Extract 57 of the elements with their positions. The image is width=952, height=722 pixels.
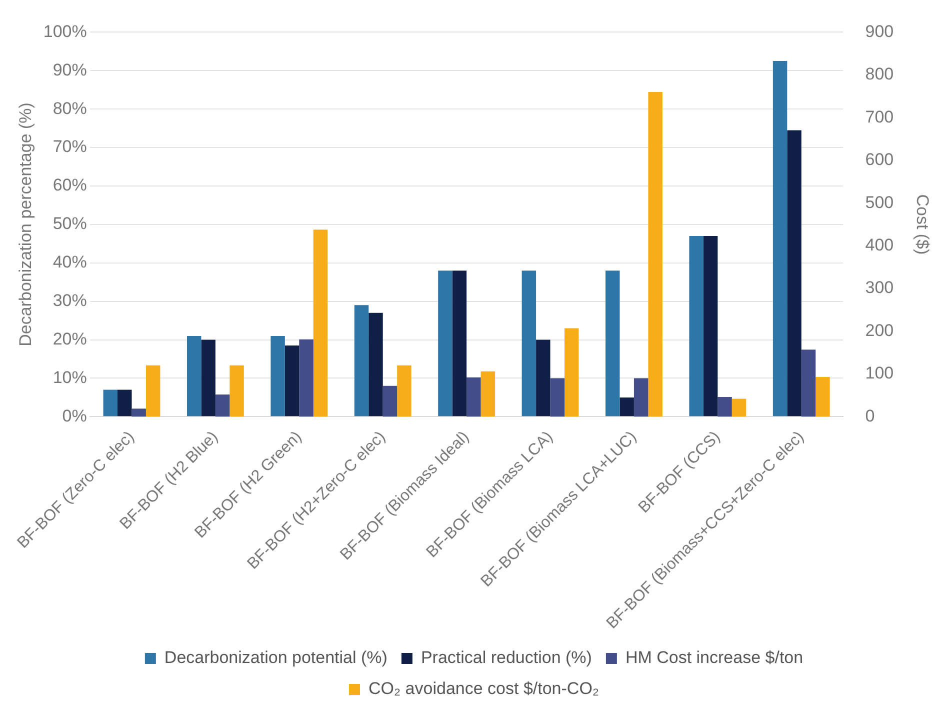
bar xyxy=(354,305,369,416)
bar xyxy=(215,394,230,417)
bar xyxy=(230,365,244,417)
bar xyxy=(732,398,746,417)
legend-label: Practical reduction (%) xyxy=(420,648,592,668)
y2-tick-label: 800 xyxy=(865,64,894,84)
y-tick-label: 70% xyxy=(52,137,87,156)
y-axis-title: Decarbonization percentage (%) xyxy=(16,102,35,346)
y-tick-label: 10% xyxy=(52,368,87,387)
bar xyxy=(522,270,536,416)
bar xyxy=(606,270,620,416)
y-tick-label: 0% xyxy=(62,406,87,426)
y2-tick-label: 600 xyxy=(865,150,894,170)
bar xyxy=(772,61,788,416)
bar xyxy=(452,270,467,416)
bar xyxy=(480,371,496,417)
bar xyxy=(438,270,452,416)
bar xyxy=(787,130,802,416)
bar xyxy=(689,236,704,416)
bar xyxy=(201,340,216,416)
y-tick-label: 20% xyxy=(52,329,87,348)
legend-label: CO₂ avoidance cost $/ton-CO₂ xyxy=(368,679,600,698)
y-tick-label: 30% xyxy=(52,291,87,310)
y2-tick-label: 0 xyxy=(865,406,875,426)
bar xyxy=(634,378,648,417)
bar xyxy=(313,230,328,417)
y-tick-label: 80% xyxy=(52,98,87,118)
bar xyxy=(270,336,285,416)
bar xyxy=(103,390,118,416)
y-tick-label: 90% xyxy=(52,60,87,80)
bar xyxy=(397,365,412,417)
y-tick-label: 50% xyxy=(52,214,87,234)
y2-tick-label: 900 xyxy=(865,22,894,41)
y2-tick-label: 200 xyxy=(865,320,894,340)
bar xyxy=(564,328,579,417)
y2-tick-label: 500 xyxy=(865,192,894,212)
y2-axis-title: Cost ($) xyxy=(913,194,932,255)
bar xyxy=(146,365,160,417)
bar xyxy=(368,312,383,416)
bar xyxy=(718,397,732,417)
y2-tick-label: 100 xyxy=(865,364,894,383)
bar xyxy=(382,386,398,417)
y-tick-label: 100% xyxy=(43,22,87,41)
legend-label: HM Cost increase $/ton xyxy=(625,648,804,668)
bar xyxy=(801,350,816,417)
bar xyxy=(816,376,830,417)
y2-tick-label: 300 xyxy=(865,278,894,298)
y2-tick-label: 700 xyxy=(865,107,894,126)
legend-label: Decarbonization potential (%) xyxy=(164,648,388,668)
bar xyxy=(703,236,718,416)
y-tick-label: 40% xyxy=(52,252,87,272)
bar xyxy=(186,336,202,416)
bar xyxy=(118,390,132,416)
bar xyxy=(648,92,662,417)
y-tick-label: 60% xyxy=(52,176,87,195)
y2-tick-label: 400 xyxy=(865,235,894,254)
bar xyxy=(466,377,481,417)
